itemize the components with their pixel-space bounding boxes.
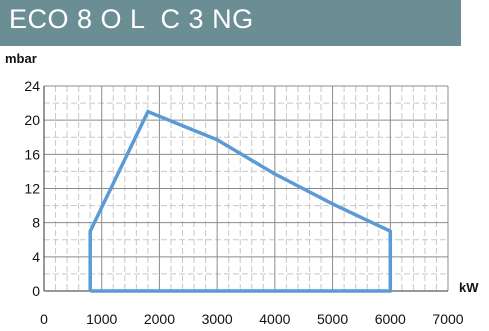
series-layer [88, 109, 393, 293]
tick-labels: 0 4 8 12 16 20 24 0 1000 2000 3000 4000 5000 6000 7000 [24, 78, 463, 327]
y-axis-label: mbar [5, 51, 37, 66]
x-tick-label: 0 [40, 311, 48, 327]
major-grid [43, 85, 449, 292]
chart-title: ECO 8 O L C 3 NG [9, 4, 254, 34]
x-tick-label: 6000 [375, 311, 406, 327]
x-tick-label: 2000 [144, 311, 175, 327]
x-tick-label: 7000 [432, 311, 463, 327]
y-tick-label: 8 [32, 215, 40, 231]
y-tick-label: 16 [24, 146, 40, 162]
y-tick-label: 20 [24, 112, 40, 128]
y-tick-label: 4 [32, 249, 40, 265]
x-axis-label: kW [459, 280, 479, 295]
working-field-outline [88, 109, 393, 293]
y-tick-label: 12 [24, 181, 40, 197]
x-tick-label: 5000 [317, 311, 348, 327]
title-bar: ECO 8 O L C 3 NG [0, 0, 461, 46]
x-tick-label: 4000 [259, 311, 290, 327]
y-tick-label: 0 [32, 283, 40, 299]
x-tick-label: 1000 [86, 311, 117, 327]
x-tick-label: 3000 [202, 311, 233, 327]
y-tick-label: 24 [24, 78, 40, 94]
